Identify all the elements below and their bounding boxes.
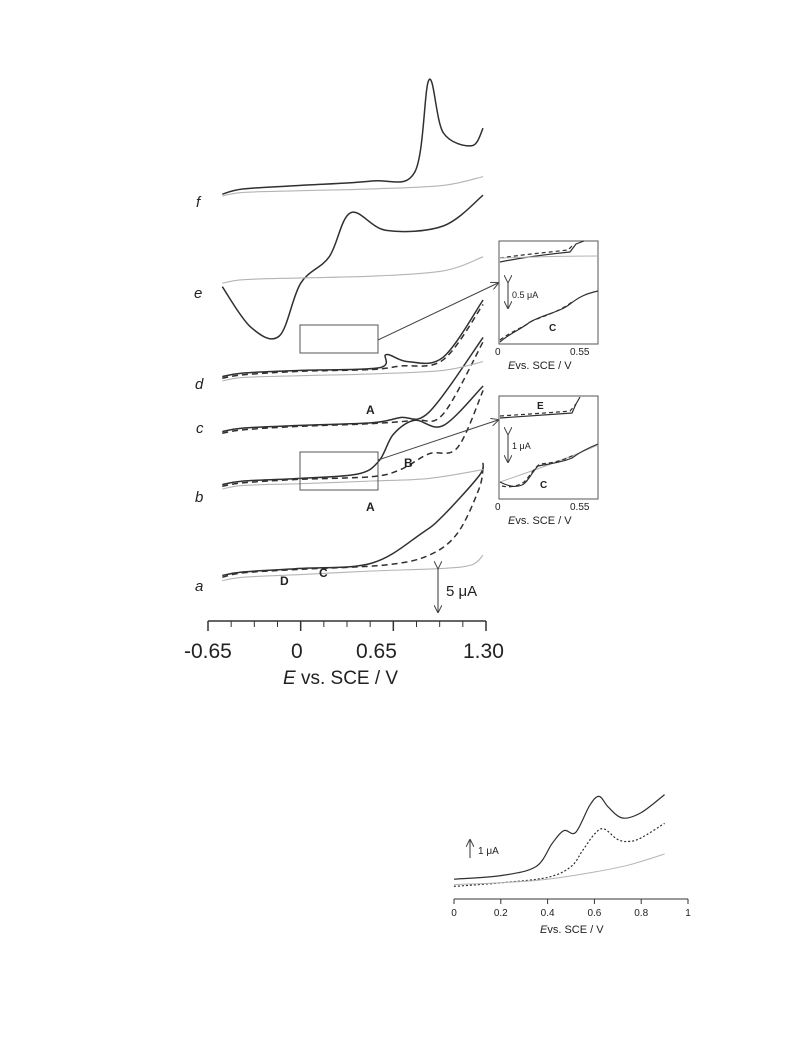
inset-b-peak-C: C bbox=[540, 480, 547, 491]
inset-b-xtick-1: 0.55 bbox=[570, 502, 590, 513]
chart-2-series-solid bbox=[453, 794, 665, 880]
series-c-dashed bbox=[222, 341, 484, 435]
inset-d-upper-solid bbox=[499, 240, 585, 263]
main-x-ticks bbox=[207, 621, 487, 631]
peak-label-B: B bbox=[404, 456, 413, 470]
main-xtick-label-3: 1.30 bbox=[463, 640, 504, 663]
zoom-box-d bbox=[299, 324, 379, 354]
chart-2-xtick-label: 0 bbox=[451, 908, 457, 919]
inset-b-x-title: Evs. SCE / V bbox=[508, 515, 572, 527]
inset-b-xtick-0: 0 bbox=[495, 502, 501, 513]
inset-d: 0.5 μA C 0 0.55 Evs. SCE / V bbox=[495, 240, 599, 372]
main-curves bbox=[221, 78, 484, 582]
trace-label-d: d bbox=[195, 376, 204, 393]
chart-2-scale-label: 1 μA bbox=[478, 846, 499, 857]
inset-d-scale-label: 0.5 μA bbox=[512, 290, 538, 300]
chart-2-curves bbox=[453, 794, 665, 887]
main-xtick-label-1: 0 bbox=[291, 640, 303, 663]
inset-b-peak-E: E bbox=[537, 401, 544, 412]
peak-label-D: D bbox=[280, 574, 289, 588]
inset-d-x-title-italic: E bbox=[508, 360, 516, 372]
main-x-axis-title-rest: vs. SCE / V bbox=[296, 668, 399, 689]
chart-2-x-title: Evs. SCE / V bbox=[540, 924, 604, 936]
series-a-gray bbox=[222, 554, 484, 582]
inset-b-lower-dashed bbox=[501, 454, 575, 488]
chart-2-series-dotted bbox=[453, 822, 665, 887]
chart-2: 1 μA 0 0.2 0.4 0.6 0.8 1 Evs. SCE / V bbox=[451, 794, 691, 936]
series-d-solid bbox=[222, 299, 484, 378]
series-d-dashed bbox=[222, 303, 484, 380]
trace-label-f: f bbox=[196, 194, 202, 211]
scale-bar-label: 5 μA bbox=[446, 583, 477, 600]
trace-label-c: c bbox=[196, 420, 204, 437]
peak-label-A-upper: A bbox=[366, 403, 375, 417]
zoom-box-b bbox=[299, 451, 379, 491]
series-f-solid bbox=[222, 78, 484, 195]
chart-2-series-gray bbox=[453, 853, 665, 886]
inset-d-xtick-1: 0.55 bbox=[570, 347, 590, 358]
series-c-solid bbox=[222, 336, 484, 433]
zoom-arrow-b bbox=[377, 420, 498, 461]
series-b-solid bbox=[222, 385, 484, 486]
chart-2-xtick-label: 0.6 bbox=[587, 908, 601, 919]
chart-2-xtick-label: 0.4 bbox=[541, 908, 555, 919]
series-a-dashed bbox=[222, 467, 484, 578]
series-d-gray bbox=[222, 361, 484, 382]
inset-b: 1 μA E C 0 0.55 Evs. SCE / V bbox=[495, 395, 599, 527]
zoom-arrow-d bbox=[377, 283, 498, 341]
inset-d-x-title-rest: vs. SCE / V bbox=[515, 360, 572, 372]
trace-label-a: a bbox=[195, 578, 203, 595]
chart-2-x-title-rest: vs. SCE / V bbox=[547, 924, 604, 936]
chart-2-xtick-label: 0.8 bbox=[634, 908, 648, 919]
inset-b-upper-solid bbox=[499, 396, 581, 419]
inset-d-peak-C: C bbox=[549, 323, 556, 334]
inset-b-lower-gray bbox=[499, 444, 599, 483]
peak-label-A-lower: A bbox=[366, 500, 375, 514]
inset-d-upper-gray bbox=[499, 255, 599, 259]
inset-d-frame bbox=[498, 240, 599, 345]
series-e-gray bbox=[222, 256, 484, 284]
inset-d-lower-dashed bbox=[499, 301, 573, 341]
main-x-axis-title: E vs. SCE / V bbox=[283, 668, 398, 689]
inset-d-xtick-0: 0 bbox=[495, 347, 501, 358]
chart-2-xtick-label: 1 bbox=[685, 908, 691, 919]
chart-2-x-title-italic: E bbox=[540, 924, 548, 936]
series-b-gray bbox=[222, 469, 484, 490]
inset-b-frame bbox=[498, 395, 599, 500]
main-chart: f e d c b a A B A C D 5 μA -0.65 0 0.65 … bbox=[184, 78, 504, 689]
series-f-gray bbox=[222, 176, 484, 197]
main-xtick-label-2: 0.65 bbox=[356, 640, 397, 663]
chart-2-xtick-label: 0.2 bbox=[494, 908, 508, 919]
series-a-solid bbox=[222, 462, 484, 577]
peak-label-C: C bbox=[319, 566, 328, 580]
inset-b-x-title-rest: vs. SCE / V bbox=[515, 515, 572, 527]
series-b-dashed bbox=[222, 390, 484, 488]
main-xtick-label-0: -0.65 bbox=[184, 640, 232, 663]
inset-b-x-title-italic: E bbox=[508, 515, 516, 527]
main-x-axis: -0.65 0 0.65 1.30 E vs. SCE / V bbox=[184, 620, 504, 689]
main-x-axis-title-italic: E bbox=[283, 668, 296, 689]
chart-2-x-ticks: 0 0.2 0.4 0.6 0.8 1 bbox=[451, 899, 691, 919]
inset-d-x-title: Evs. SCE / V bbox=[508, 360, 572, 372]
inset-b-scale-label: 1 μA bbox=[512, 441, 531, 451]
trace-label-b: b bbox=[195, 489, 203, 506]
inset-d-upper-dashed bbox=[499, 243, 575, 259]
inset-b-upper-dashed bbox=[499, 403, 577, 417]
trace-label-e: e bbox=[194, 285, 202, 302]
series-e-solid bbox=[221, 194, 484, 340]
